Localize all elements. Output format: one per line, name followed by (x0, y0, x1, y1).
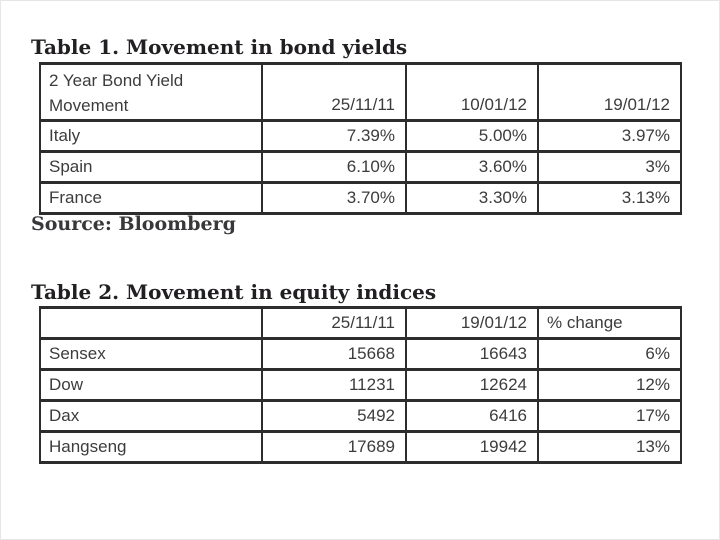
row-label: Dax (39, 399, 263, 433)
source-note: Source: Bloomberg (31, 213, 236, 235)
table2-row-sensex: Sensex 15668 16643 6% (39, 337, 682, 371)
table1-row-italy: Italy 7.39% 5.00% 3.97% (39, 119, 682, 153)
equity-indices-table: 25/11/11 19/01/12 % change Sensex 15668 … (39, 306, 682, 464)
table1-column-header: 10/01/12 (405, 62, 539, 122)
table2-title: Table 2. Movement in equity indices (31, 280, 437, 304)
table-cell: 16643 (405, 337, 539, 371)
table1-title: Table 1. Movement in bond yields (31, 35, 408, 59)
row-label: Dow (39, 368, 263, 402)
table-cell: 12624 (405, 368, 539, 402)
table-cell: 7.39% (261, 119, 407, 153)
table-cell: 6% (537, 337, 682, 371)
table1-column-header: 25/11/11 (261, 62, 407, 122)
table1-header-row: 2 Year Bond Yield Movement 25/11/11 10/0… (39, 62, 682, 122)
table-cell: 17689 (261, 430, 407, 464)
table1-row-spain: Spain 6.10% 3.60% 3% (39, 150, 682, 184)
table-cell: 12% (537, 368, 682, 402)
table-cell: 3% (537, 150, 682, 184)
table-cell: 3.30% (405, 181, 539, 215)
table-cell: 19942 (405, 430, 539, 464)
table-cell: 3.13% (537, 181, 682, 215)
table2-column-header: 25/11/11 (261, 306, 407, 340)
table2-row-dax: Dax 5492 6416 17% (39, 399, 682, 433)
row-label: Sensex (39, 337, 263, 371)
table-cell: 3.60% (405, 150, 539, 184)
table-cell: 17% (537, 399, 682, 433)
table-cell: 15668 (261, 337, 407, 371)
table2-column-header: % change (537, 306, 682, 340)
table1-header-label: 2 Year Bond Yield Movement (39, 62, 263, 122)
row-label: Italy (39, 119, 263, 153)
row-label: France (39, 181, 263, 215)
table1-row-france: France 3.70% 3.30% 3.13% (39, 181, 682, 215)
table2-header-row: 25/11/11 19/01/12 % change (39, 306, 682, 340)
table-cell: 13% (537, 430, 682, 464)
table2-row-hangseng: Hangseng 17689 19942 13% (39, 430, 682, 464)
table-cell: 3.97% (537, 119, 682, 153)
table1-column-header: 19/01/12 (537, 62, 682, 122)
row-label: Spain (39, 150, 263, 184)
table-cell: 3.70% (261, 181, 407, 215)
table2-header-blank (39, 306, 263, 340)
bond-yields-table: 2 Year Bond Yield Movement 25/11/11 10/0… (39, 62, 682, 215)
table-cell: 6416 (405, 399, 539, 433)
table-cell: 5492 (261, 399, 407, 433)
table2-row-dow: Dow 11231 12624 12% (39, 368, 682, 402)
table-cell: 5.00% (405, 119, 539, 153)
table2-column-header: 19/01/12 (405, 306, 539, 340)
row-label: Hangseng (39, 430, 263, 464)
table-cell: 6.10% (261, 150, 407, 184)
table-cell: 11231 (261, 368, 407, 402)
